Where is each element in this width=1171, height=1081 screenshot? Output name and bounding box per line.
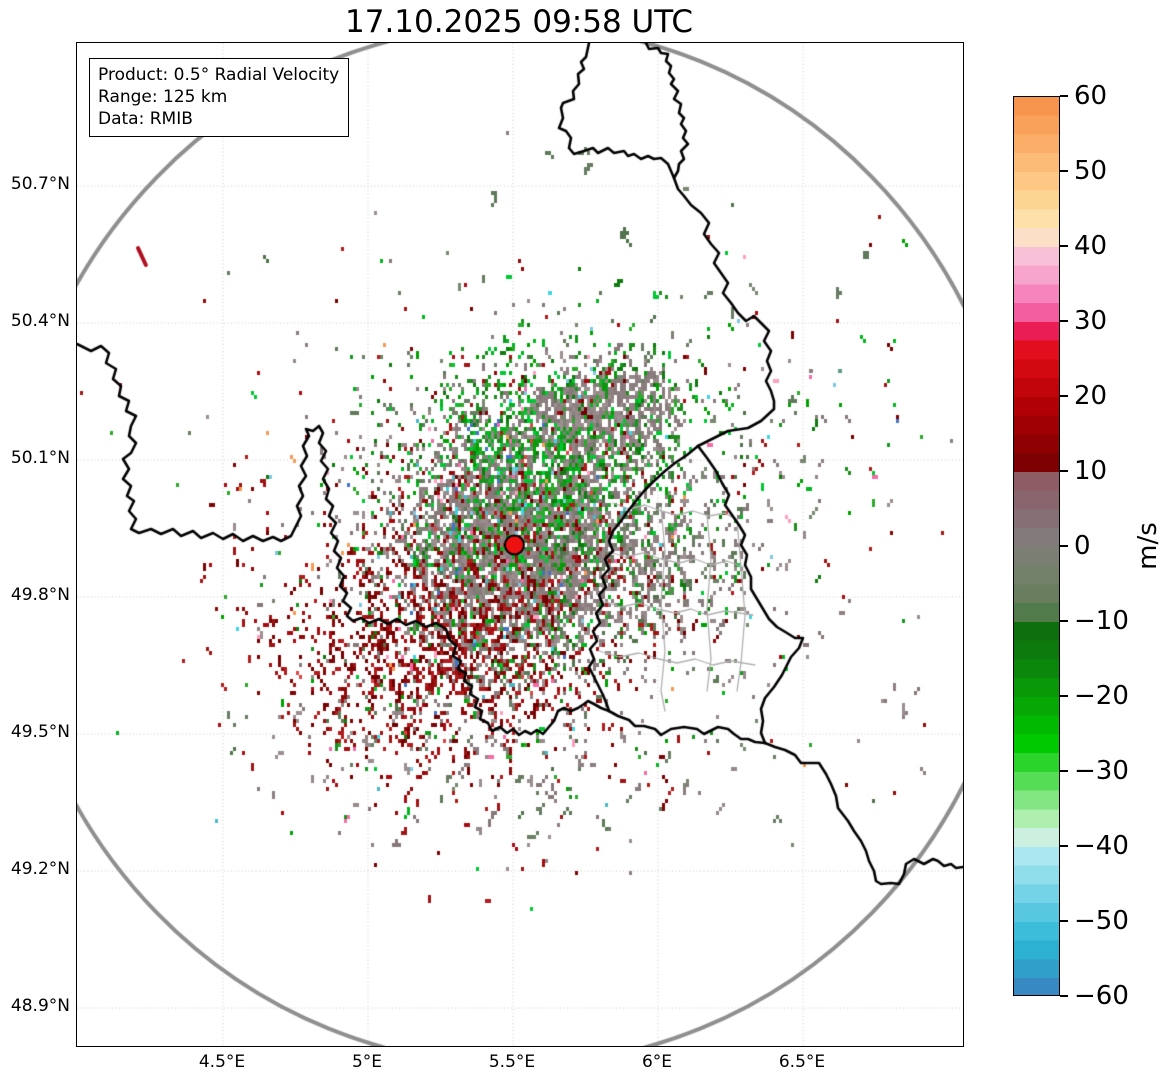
- colorbar-tick: [1060, 545, 1068, 547]
- colorbar-tick: [1060, 170, 1068, 172]
- lon-tick-label: 6°E: [641, 1052, 673, 1072]
- lat-tick-label: 50.7°N: [10, 174, 70, 194]
- colorbar-tick-label: −10: [1074, 606, 1129, 636]
- colorbar-tick-label: −40: [1074, 831, 1129, 861]
- colorbar-tick: [1060, 995, 1068, 997]
- plot-title: 17.10.2025 09:58 UTC: [345, 4, 693, 40]
- colorbar-tick: [1060, 470, 1068, 472]
- lon-tick-label: 6.5°E: [778, 1052, 826, 1072]
- lon-tick-label: 5°E: [351, 1052, 383, 1072]
- colorbar-tick-label: 60: [1074, 81, 1108, 111]
- colorbar-tick-label: 30: [1074, 306, 1108, 336]
- colorbar-tick-label: 10: [1074, 456, 1108, 486]
- colorbar-unit-label: m/s: [1133, 522, 1163, 570]
- colorbar-tick-label: −50: [1074, 906, 1129, 936]
- colorbar-tick: [1060, 620, 1068, 622]
- map-plot-area: Product: 0.5° Radial Velocity Range: 125…: [76, 42, 964, 1047]
- radar-map-canvas: [77, 43, 963, 1046]
- lat-tick-label: 50.4°N: [10, 311, 70, 331]
- velocity-colorbar: 60 50 40 30 20 10 0 −10 −20 −30 −40 −50 −60: [1013, 83, 1129, 1009]
- colorbar-tick: [1060, 95, 1068, 97]
- product-info-box: Product: 0.5° Radial Velocity Range: 125…: [89, 58, 350, 138]
- colorbar-tick-label: −20: [1074, 681, 1129, 711]
- colorbar-tick-label: 50: [1074, 156, 1108, 186]
- colorbar-tick: [1060, 320, 1068, 322]
- lat-tick-label: 48.9°N: [10, 996, 70, 1017]
- colorbar-tick-label: −60: [1074, 981, 1129, 1011]
- colorbar-tick: [1060, 695, 1068, 697]
- lat-tick-label: 49.2°N: [10, 859, 70, 880]
- colorbar-gradient: [1013, 96, 1060, 996]
- info-product: Product: 0.5° Radial Velocity: [98, 65, 340, 85]
- colorbar-tick: [1060, 395, 1068, 397]
- colorbar-tick: [1060, 920, 1068, 922]
- colorbar-tick-label: 40: [1074, 231, 1108, 261]
- colorbar-tick: [1060, 770, 1068, 772]
- colorbar-tick-label: 0: [1074, 531, 1091, 561]
- colorbar-tick: [1060, 245, 1068, 247]
- colorbar-tick: [1060, 845, 1068, 847]
- lon-tick-label: 4.5°E: [198, 1052, 246, 1072]
- info-data-source: Data: RMIB: [98, 109, 193, 130]
- colorbar-tick-label: 20: [1074, 381, 1108, 411]
- lat-tick-label: 50.1°N: [10, 448, 70, 469]
- lon-tick-label: 5.5°E: [488, 1052, 536, 1072]
- lat-tick-label: 49.8°N: [10, 585, 70, 606]
- colorbar-tick-label: −30: [1074, 756, 1129, 786]
- info-range: Range: 125 km: [98, 87, 228, 108]
- lat-tick-label: 49.5°N: [10, 722, 70, 743]
